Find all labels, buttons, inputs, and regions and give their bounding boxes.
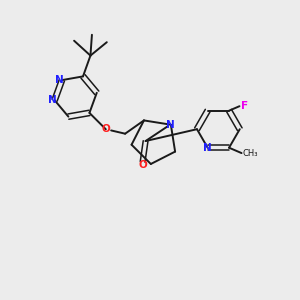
Text: N: N xyxy=(167,120,175,130)
Text: O: O xyxy=(101,124,110,134)
Text: F: F xyxy=(241,101,248,111)
Text: O: O xyxy=(138,160,147,170)
Text: N: N xyxy=(56,75,64,85)
Text: N: N xyxy=(203,143,212,153)
Text: N: N xyxy=(48,95,57,105)
Text: CH₃: CH₃ xyxy=(242,148,258,158)
